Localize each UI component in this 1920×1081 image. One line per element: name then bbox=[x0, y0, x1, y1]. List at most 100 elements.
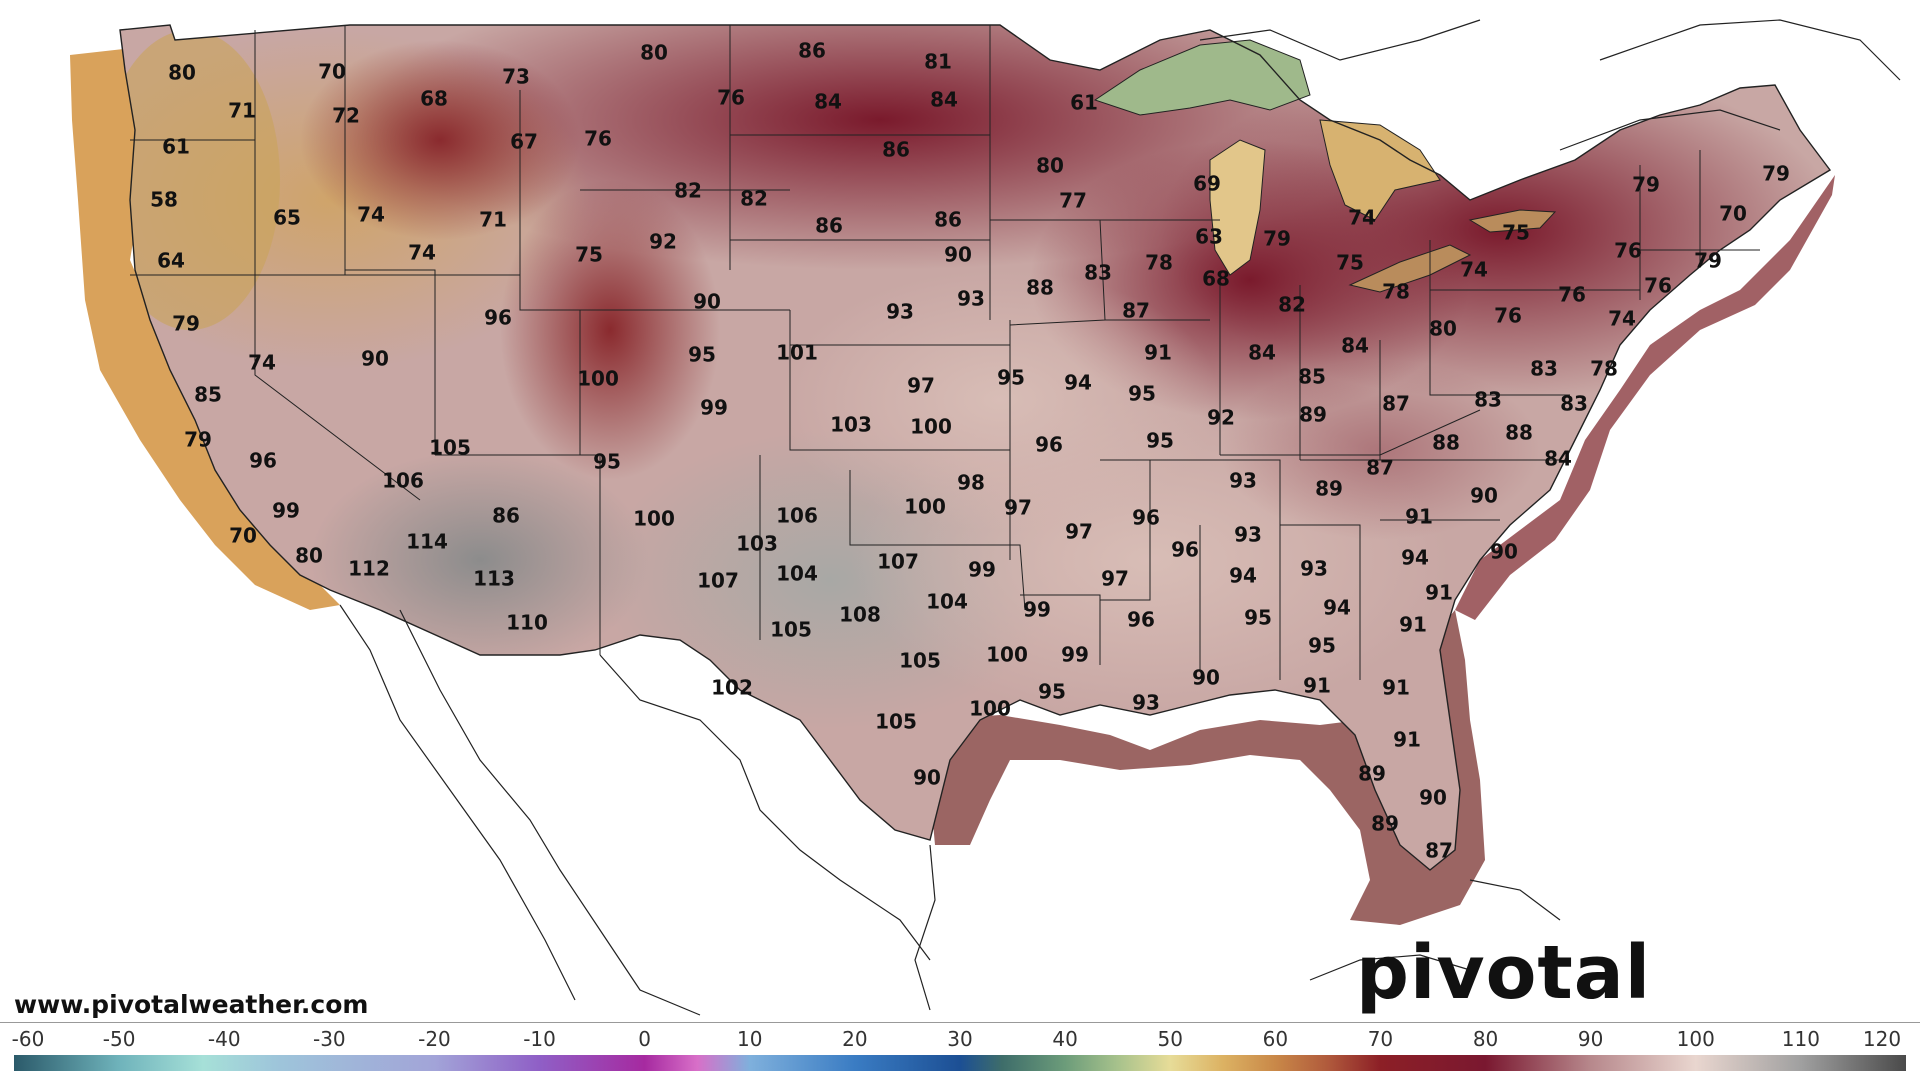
site-url[interactable]: www.pivotalweather.com bbox=[14, 990, 369, 1019]
temp-label: 98 bbox=[957, 471, 985, 495]
temp-label: 79 bbox=[184, 428, 212, 452]
colorbar-tick: 90 bbox=[1577, 1027, 1604, 1051]
temp-label: 67 bbox=[510, 130, 538, 154]
colorbar-tick: 20 bbox=[842, 1027, 868, 1051]
temp-label: 74 bbox=[1608, 307, 1636, 331]
temp-label: 81 bbox=[924, 50, 952, 74]
temp-label: 93 bbox=[1234, 523, 1262, 547]
temperature-map[interactable]: 80 70 71 72 68 73 80 86 81 84 76 84 61 61 67 76 86 80 79 79… bbox=[0, 0, 1920, 1022]
temp-label: 99 bbox=[1061, 643, 1089, 667]
temp-label: 91 bbox=[1393, 728, 1421, 752]
temp-label: 91 bbox=[1303, 674, 1331, 698]
temp-label: 90 bbox=[1470, 484, 1498, 508]
temp-label: 79 bbox=[1632, 173, 1660, 197]
temp-label: 83 bbox=[1530, 357, 1558, 381]
temp-label: 99 bbox=[700, 396, 728, 420]
temp-label: 95 bbox=[997, 366, 1025, 390]
temp-label: 91 bbox=[1399, 613, 1427, 637]
temp-label: 94 bbox=[1401, 546, 1429, 570]
temp-label: 70 bbox=[1719, 202, 1747, 226]
temp-label: 84 bbox=[1248, 341, 1276, 365]
colorbar-tick: 120 bbox=[1862, 1027, 1902, 1051]
temp-label: 75 bbox=[575, 243, 603, 267]
temp-label: 93 bbox=[1229, 469, 1257, 493]
temp-label: 97 bbox=[907, 374, 935, 398]
temp-label: 97 bbox=[1004, 496, 1032, 520]
temp-label: 90 bbox=[944, 243, 972, 267]
map-canvas[interactable]: 80 70 71 72 68 73 80 86 81 84 76 84 61 61 67 76 86 80 79 79… bbox=[0, 0, 1920, 1022]
temp-label: 88 bbox=[1026, 276, 1054, 300]
temp-label: 85 bbox=[1298, 365, 1326, 389]
temp-label: 93 bbox=[1132, 691, 1160, 715]
temp-label: 84 bbox=[1341, 334, 1369, 358]
temp-label: 76 bbox=[1558, 283, 1586, 307]
temp-label: 87 bbox=[1122, 299, 1150, 323]
temp-label: 108 bbox=[839, 603, 881, 627]
temp-label: 95 bbox=[1244, 606, 1272, 630]
temp-label: 95 bbox=[1308, 634, 1336, 658]
colorbar-tick: 60 bbox=[1262, 1027, 1289, 1051]
temp-label: 99 bbox=[272, 499, 300, 523]
temp-label: 72 bbox=[332, 104, 360, 128]
temp-label: 90 bbox=[1192, 666, 1220, 690]
temp-label: 92 bbox=[1207, 406, 1235, 430]
temp-label: 95 bbox=[1128, 382, 1156, 406]
temp-label: 70 bbox=[318, 60, 346, 84]
temp-label: 91 bbox=[1144, 341, 1172, 365]
temp-label: 83 bbox=[1560, 392, 1588, 416]
temp-label: 105 bbox=[429, 436, 471, 460]
temp-label: 93 bbox=[957, 287, 985, 311]
temp-label: 95 bbox=[688, 343, 716, 367]
temp-label: 104 bbox=[776, 562, 818, 586]
temp-label: 106 bbox=[382, 469, 424, 493]
temp-label: 80 bbox=[640, 41, 668, 65]
temp-label: 79 bbox=[1263, 227, 1291, 251]
temp-label: 95 bbox=[593, 450, 621, 474]
temp-label: 94 bbox=[1064, 371, 1092, 395]
temp-label: 97 bbox=[1101, 567, 1129, 591]
temp-label: 80 bbox=[295, 544, 323, 568]
temp-label: 76 bbox=[1644, 274, 1672, 298]
temp-label: 91 bbox=[1405, 505, 1433, 529]
temp-label: 95 bbox=[1146, 429, 1174, 453]
temp-label: 68 bbox=[1202, 267, 1230, 291]
colorbar-tick: 70 bbox=[1367, 1027, 1394, 1051]
temp-label: 94 bbox=[1229, 564, 1257, 588]
temp-label: 99 bbox=[1023, 598, 1051, 622]
temperature-labels: 80 70 71 72 68 73 80 86 81 84 76 84 61 61 67 76 86 80 79 79… bbox=[150, 39, 1790, 863]
temp-label: 78 bbox=[1590, 357, 1618, 381]
temp-label: 104 bbox=[926, 590, 968, 614]
temp-label: 102 bbox=[711, 676, 753, 700]
temp-label: 93 bbox=[886, 300, 914, 324]
lake-michigan bbox=[1209, 139, 1266, 276]
temp-label: 71 bbox=[479, 208, 507, 232]
temp-label: 80 bbox=[168, 61, 196, 85]
atlantic-coastal-band bbox=[1455, 175, 1835, 620]
lake-ontario bbox=[1468, 209, 1557, 233]
us-outline bbox=[119, 24, 1832, 871]
colorbar-tick: -30 bbox=[312, 1027, 346, 1051]
colorbar-tick: 110 bbox=[1781, 1027, 1820, 1051]
colorbar-tick: 100 bbox=[1676, 1027, 1715, 1051]
temp-label: 76 bbox=[584, 127, 612, 151]
temp-label: 105 bbox=[899, 649, 941, 673]
temp-label: 94 bbox=[1323, 596, 1351, 620]
lake-superior bbox=[1093, 39, 1311, 116]
temp-label: 91 bbox=[1425, 581, 1453, 605]
temp-label: 82 bbox=[1278, 293, 1306, 317]
temp-label: 74 bbox=[248, 351, 276, 375]
temp-label: 89 bbox=[1371, 812, 1399, 836]
temp-label: 86 bbox=[492, 504, 520, 528]
temp-label: 114 bbox=[406, 530, 448, 554]
temp-label: 74 bbox=[1460, 258, 1488, 282]
temp-label: 87 bbox=[1366, 456, 1394, 480]
temp-label: 83 bbox=[1474, 388, 1502, 412]
temp-label: 89 bbox=[1315, 477, 1343, 501]
temp-label: 80 bbox=[1036, 154, 1064, 178]
lake-erie bbox=[1348, 244, 1472, 293]
temp-label: 100 bbox=[969, 697, 1011, 721]
colorbar-tick: 50 bbox=[1157, 1027, 1183, 1051]
temp-label: 90 bbox=[1419, 786, 1447, 810]
temp-label: 100 bbox=[577, 367, 619, 391]
temp-label: 88 bbox=[1505, 421, 1533, 445]
